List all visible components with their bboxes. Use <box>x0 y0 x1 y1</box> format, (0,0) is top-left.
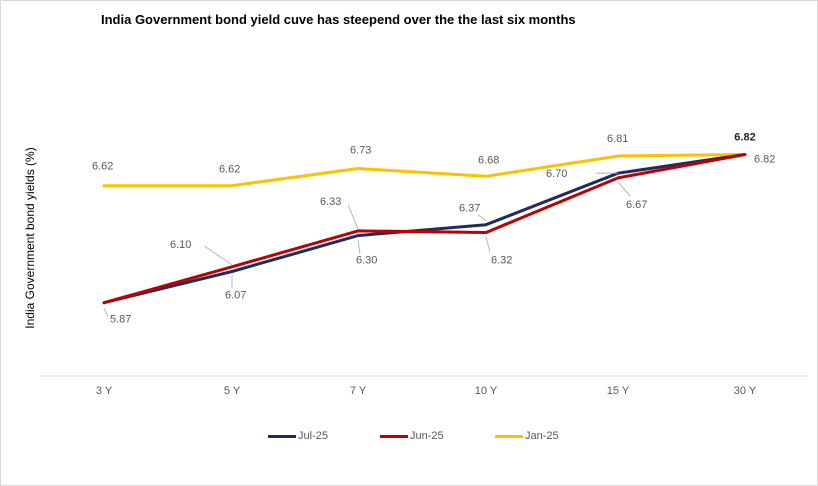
data-label-jun-25: 6.33 <box>320 196 341 208</box>
x-tick-label: 30 Y <box>734 385 757 397</box>
series-line-jun-25 <box>102 153 747 305</box>
data-label-leader <box>477 214 487 221</box>
series-line-jan-25 <box>102 153 747 188</box>
legend-item-jan-25: Jan-25 <box>495 430 559 442</box>
data-label-jan-25: 6.73 <box>350 145 371 157</box>
legend-swatch <box>495 434 523 438</box>
x-tick-label: 7 Y <box>350 385 367 397</box>
x-tick-label: 10 Y <box>475 385 498 397</box>
data-label-leader <box>485 236 491 253</box>
data-label-jul-25: 6.30 <box>356 255 377 267</box>
legend-swatch <box>380 434 408 438</box>
data-label-leader <box>203 245 233 266</box>
data-label-jan-25: 6.62 <box>92 161 113 173</box>
data-label-jan-25: 6.68 <box>478 154 499 166</box>
legend-item-jun-25: Jun-25 <box>380 430 444 442</box>
data-label-jul-25: 6.07 <box>225 289 246 301</box>
data-label-jan-25: 6.81 <box>607 133 628 145</box>
data-label-jun-25: 6.10 <box>170 239 191 251</box>
data-label-jul-25: 5.87 <box>110 314 131 326</box>
data-label-jul-25: 6.70 <box>546 168 567 180</box>
series-line-jul-25 <box>102 153 747 305</box>
legend-label: Jun-25 <box>410 430 444 442</box>
data-label-leader <box>103 308 109 317</box>
legend-item-jul-25: Jul-25 <box>268 430 328 442</box>
data-label-jan-25: 6.62 <box>219 164 240 176</box>
data-label-jul-25: 6.82 <box>734 131 755 143</box>
legend-label: Jul-25 <box>298 430 328 442</box>
legend-swatch <box>268 434 296 438</box>
x-tick-label: 15 Y <box>607 385 630 397</box>
data-label-leader <box>617 181 631 197</box>
legend-label: Jan-25 <box>525 430 559 442</box>
x-tick-label: 5 Y <box>224 385 241 397</box>
chart-title: India Government bond yield cuve has ste… <box>101 12 576 27</box>
data-label-leader <box>357 239 361 254</box>
data-label-jul-25: 6.37 <box>459 203 480 215</box>
data-label-jun-25: 6.67 <box>626 199 647 211</box>
data-label-jun-25: 6.32 <box>491 254 512 266</box>
data-label-jun-25: 6.82 <box>754 153 775 165</box>
data-label-leader <box>347 204 359 230</box>
x-tick-label: 3 Y <box>96 385 113 397</box>
